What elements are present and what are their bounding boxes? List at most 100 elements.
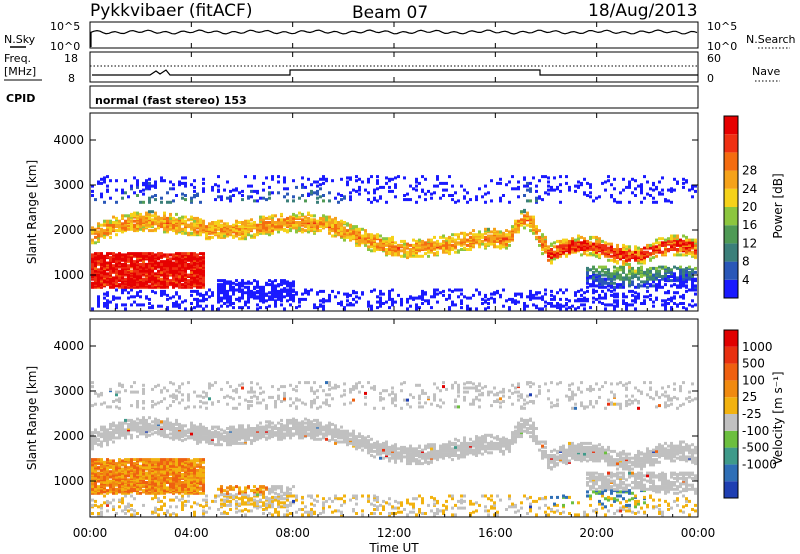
heatmap-cell (160, 460, 163, 464)
heatmap-cell (445, 249, 448, 253)
heatmap-cell (505, 299, 508, 303)
heatmap-cell (556, 253, 559, 257)
heatmap-cell (133, 214, 136, 218)
heatmap-cell (658, 237, 661, 241)
heatmap-cell (211, 221, 214, 224)
heatmap-cell (568, 239, 571, 243)
heatmap-cell (487, 238, 490, 242)
heatmap-cell (541, 175, 544, 179)
heatmap-cell (637, 295, 640, 299)
heatmap-cell (649, 194, 652, 197)
heatmap-cell (106, 219, 109, 223)
heatmap-cell (622, 281, 625, 285)
heatmap-cell (211, 235, 214, 239)
heatmap-cell (166, 486, 169, 490)
heatmap-cell (244, 281, 247, 285)
heatmap-cell (457, 295, 460, 299)
heatmap-cell (106, 458, 109, 462)
heatmap-cell (97, 276, 100, 280)
nsearch-tick-high: 10^5 (707, 20, 737, 33)
freq-unit-label: [MHz] (4, 65, 36, 78)
heatmap-cell (535, 199, 538, 203)
heatmap-cell (673, 272, 676, 276)
heatmap-cell (613, 288, 616, 292)
heatmap-cell (262, 297, 265, 301)
heatmap-cell (487, 227, 490, 231)
heatmap-cell (130, 252, 133, 256)
heatmap-cell (289, 297, 292, 301)
heatmap-cell (310, 229, 313, 233)
heatmap-cell (238, 306, 241, 310)
colorbar-swatch (724, 134, 738, 153)
heatmap-cell (196, 297, 199, 301)
heatmap-cell (628, 200, 631, 204)
heatmap-cell (433, 288, 436, 292)
heatmap-cell (388, 189, 391, 193)
heatmap-cell (307, 177, 310, 181)
heatmap-cell (103, 180, 106, 184)
heatmap-cell (199, 229, 202, 233)
heatmap-cell (160, 499, 163, 503)
heatmap-cell (169, 212, 172, 216)
heatmap-cell (340, 303, 343, 307)
heatmap-cell (301, 218, 304, 222)
heatmap-cell (283, 307, 286, 311)
heatmap-cell (133, 422, 136, 426)
heatmap-cell (664, 299, 667, 303)
heatmap-cell (682, 242, 685, 246)
heatmap-cell (145, 252, 148, 256)
heatmap-cell (190, 215, 193, 219)
heatmap-cell (106, 272, 109, 276)
heatmap-cell (688, 265, 691, 269)
heatmap-cell (169, 180, 172, 184)
heatmap-cell (649, 297, 652, 301)
heatmap-cell (322, 304, 325, 308)
heatmap-cell (241, 292, 244, 296)
heatmap-cell (271, 229, 274, 233)
heatmap-cell (547, 192, 550, 196)
heatmap-cell (607, 303, 610, 307)
heatmap-cell (412, 252, 415, 256)
heatmap-cell (121, 431, 124, 435)
heatmap-cell (148, 187, 151, 191)
heatmap-cell (106, 291, 109, 295)
heatmap-cell (643, 196, 646, 200)
heatmap-cell (448, 194, 451, 197)
heatmap-cell (580, 181, 583, 185)
heatmap-cell (457, 249, 460, 253)
heatmap-cell (604, 273, 607, 277)
heatmap-cell (409, 295, 412, 299)
heatmap-cell (409, 198, 412, 202)
heatmap-cell (655, 200, 658, 204)
heatmap-cell (634, 307, 637, 311)
heatmap-cell (154, 506, 157, 510)
heatmap-cell (637, 261, 640, 265)
heatmap-cell (526, 181, 529, 185)
heatmap-cell (238, 281, 241, 285)
heatmap-cell (130, 404, 133, 408)
heatmap-cell (292, 179, 295, 183)
heatmap-cell (418, 254, 421, 258)
heatmap-cell (112, 467, 115, 471)
heatmap-cell (682, 268, 685, 272)
heatmap-cell (223, 281, 226, 285)
heatmap-cell (274, 293, 277, 297)
heatmap-cell (91, 385, 94, 389)
heatmap-cell (304, 297, 307, 301)
heatmap-cell (256, 295, 259, 299)
heatmap-cell (157, 462, 160, 466)
heatmap-cell (148, 463, 151, 467)
heatmap-cell (685, 273, 688, 277)
heatmap-cell (586, 270, 589, 274)
heatmap-cell (355, 300, 358, 304)
cpid-panel-frame (89, 85, 699, 109)
heatmap-cell (430, 238, 433, 242)
heatmap-cell (121, 459, 124, 463)
heatmap-cell (517, 230, 520, 234)
heatmap-cell (571, 239, 574, 243)
heatmap-cell (607, 288, 610, 292)
heatmap-cell (499, 199, 502, 203)
heatmap-cell (331, 221, 334, 224)
heatmap-cell (157, 256, 160, 260)
heatmap-cell (103, 235, 106, 239)
